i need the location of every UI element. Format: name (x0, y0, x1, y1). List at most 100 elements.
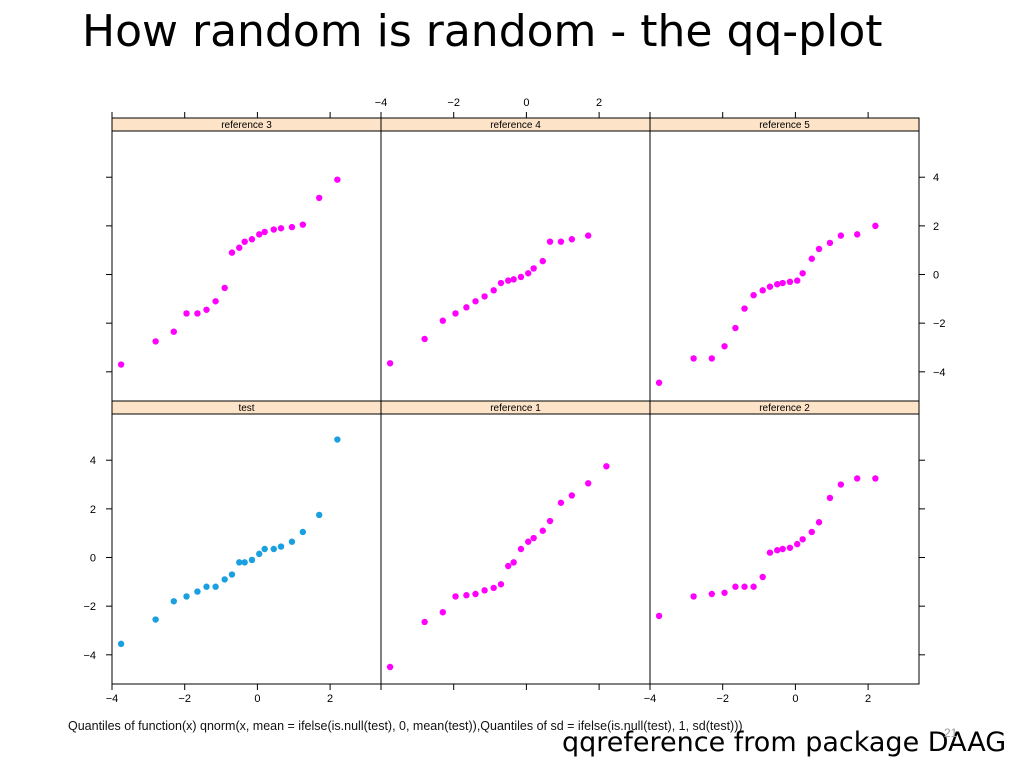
point-reference-1-3 (452, 593, 459, 600)
strip-label-reference-2: reference 2 (759, 403, 810, 414)
x-axis-label: Quantiles of function(x) qnorm(x, mean =… (68, 719, 743, 733)
point-reference-3-2 (170, 328, 177, 335)
point-reference-4-14 (539, 257, 546, 265)
point-reference-3-18 (316, 194, 323, 202)
panel-reference-4 (380, 130, 651, 402)
point-test-9 (236, 559, 243, 566)
point-reference-1-6 (481, 587, 488, 594)
point-test-13 (261, 545, 268, 553)
point-reference-3-3 (183, 310, 190, 317)
point-reference-1-8 (497, 581, 505, 588)
x-tick-label-top: 2 (596, 97, 602, 109)
point-reference-4-3 (452, 310, 459, 317)
point-test-15 (277, 543, 285, 550)
point-reference-5-13 (799, 270, 806, 277)
point-reference-3-13 (261, 228, 268, 236)
x-tick-label: 2 (327, 693, 333, 705)
point-reference-5-8 (766, 283, 774, 290)
point-reference-4-0 (386, 360, 394, 367)
point-reference-4-8 (497, 279, 505, 287)
point-reference-2-18 (854, 475, 861, 482)
point-test-10 (241, 559, 248, 566)
point-reference-5-2 (708, 355, 715, 362)
point-test-17 (299, 528, 307, 536)
point-reference-3-4 (194, 310, 201, 317)
slide-number: 21 (944, 726, 958, 740)
point-reference-3-1 (152, 338, 159, 345)
point-reference-3-12 (256, 231, 263, 238)
point-reference-4-7 (490, 287, 497, 294)
point-test-11 (248, 556, 256, 564)
point-reference-2-11 (786, 544, 794, 551)
point-reference-3-8 (228, 249, 236, 256)
point-reference-1-16 (557, 499, 565, 506)
point-reference-2-4 (732, 583, 739, 590)
point-reference-5-14 (808, 255, 815, 262)
point-reference-2-9 (774, 547, 781, 554)
point-reference-1-15 (546, 517, 554, 525)
x-tick-label: −2 (178, 693, 191, 705)
point-reference-4-9 (505, 277, 512, 284)
strip-label-reference-5: reference 5 (759, 120, 810, 131)
point-reference-2-15 (815, 519, 823, 526)
point-test-2 (170, 598, 177, 605)
point-reference-5-6 (750, 291, 757, 299)
point-test-12 (256, 550, 263, 558)
point-reference-5-4 (732, 324, 739, 332)
y-tick-label-left: −2 (83, 601, 96, 613)
x-tick-label: 0 (792, 693, 798, 705)
y-tick-label-right: 4 (933, 172, 939, 184)
point-reference-4-1 (421, 335, 428, 343)
point-reference-3-17 (299, 221, 307, 228)
strip-label-test: test (238, 403, 254, 414)
slide-subtitle: qqreference from package DAAG (562, 727, 1007, 758)
point-reference-3-11 (248, 236, 256, 243)
point-reference-4-4 (463, 304, 470, 311)
point-reference-2-12 (794, 540, 801, 548)
point-reference-1-1 (421, 618, 428, 626)
point-reference-4-11 (517, 273, 525, 281)
point-reference-3-15 (277, 225, 285, 232)
point-reference-5-18 (854, 231, 861, 238)
point-reference-4-18 (585, 232, 592, 239)
x-tick-label-top: −2 (447, 97, 460, 109)
point-reference-4-5 (472, 298, 479, 305)
y-tick-label-right: −4 (933, 367, 946, 379)
point-reference-1-13 (530, 534, 537, 542)
x-tick-label-top: 0 (523, 97, 529, 109)
point-test-3 (183, 593, 190, 600)
point-reference-2-0 (655, 612, 663, 620)
point-reference-5-5 (741, 305, 748, 312)
panel-reference-2 (649, 413, 920, 685)
point-reference-3-6 (212, 298, 219, 305)
point-reference-2-10 (779, 545, 786, 553)
point-reference-4-2 (439, 317, 446, 324)
y-tick-label-left: −4 (83, 650, 96, 662)
point-reference-1-5 (472, 590, 479, 598)
x-tick-label: −4 (644, 693, 657, 705)
point-reference-3-5 (203, 306, 210, 313)
point-test-6 (212, 583, 219, 590)
y-tick-label-left: 4 (90, 455, 96, 467)
panel-reference-5 (649, 130, 920, 402)
point-reference-4-17 (568, 236, 576, 243)
y-tick-label-right: 2 (933, 221, 939, 233)
point-reference-2-6 (750, 583, 757, 590)
point-reference-3-10 (241, 238, 248, 245)
point-reference-5-9 (774, 281, 781, 288)
point-reference-5-12 (794, 277, 801, 284)
point-reference-2-3 (721, 589, 728, 596)
point-test-8 (228, 571, 236, 578)
point-reference-3-16 (288, 223, 296, 231)
x-tick-label: −4 (106, 693, 119, 705)
panel-test (111, 413, 382, 685)
strip-label-reference-4: reference 4 (490, 120, 541, 131)
point-reference-5-17 (837, 232, 845, 239)
point-test-4 (194, 588, 201, 595)
x-tick-label: 0 (254, 693, 260, 705)
strip-label-reference-1: reference 1 (490, 403, 541, 414)
point-reference-2-16 (826, 494, 834, 502)
point-reference-2-2 (708, 590, 715, 598)
point-reference-5-19 (872, 222, 879, 230)
